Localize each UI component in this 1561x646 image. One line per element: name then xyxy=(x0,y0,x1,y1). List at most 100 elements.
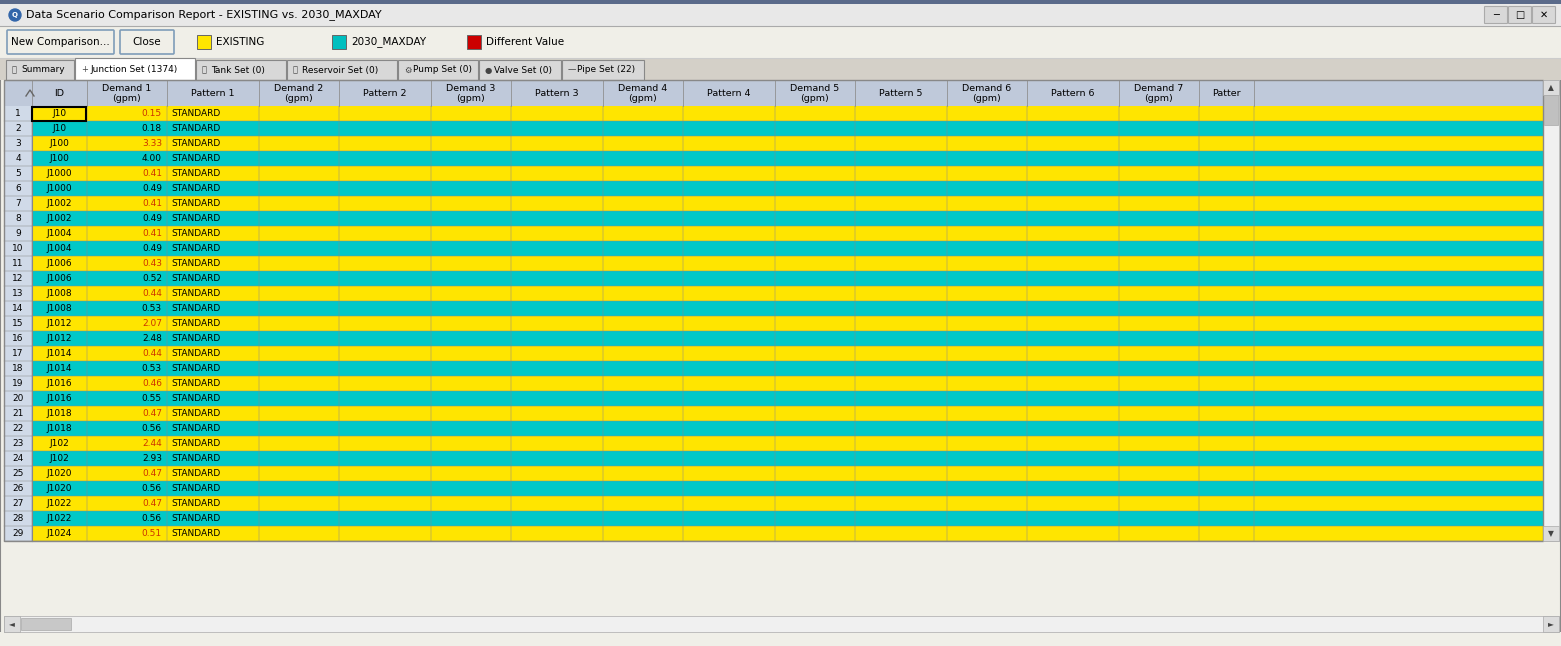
Text: STANDARD: STANDARD xyxy=(172,259,220,268)
Bar xyxy=(31,241,1542,256)
Bar xyxy=(31,151,1542,166)
Text: Pattern 2: Pattern 2 xyxy=(364,89,407,98)
Text: 0.53: 0.53 xyxy=(142,304,162,313)
Text: 0.43: 0.43 xyxy=(142,259,162,268)
Text: 0.56: 0.56 xyxy=(142,514,162,523)
Text: 2: 2 xyxy=(16,124,20,133)
Text: Pattern 1: Pattern 1 xyxy=(192,89,234,98)
Bar xyxy=(5,241,31,256)
Bar xyxy=(5,271,31,286)
Bar xyxy=(31,211,1542,226)
Text: ●: ● xyxy=(485,65,492,74)
Text: 17: 17 xyxy=(12,349,23,358)
Text: STANDARD: STANDARD xyxy=(172,169,220,178)
Text: 29: 29 xyxy=(12,529,23,538)
Text: 13: 13 xyxy=(12,289,23,298)
Text: Pump Set (0): Pump Set (0) xyxy=(414,65,471,74)
Bar xyxy=(31,301,1542,316)
Text: STANDARD: STANDARD xyxy=(172,394,220,403)
Text: Demand 7: Demand 7 xyxy=(1135,84,1183,93)
Text: Demand 5: Demand 5 xyxy=(790,84,840,93)
Text: 💧: 💧 xyxy=(293,65,298,74)
Text: ►: ► xyxy=(1549,620,1553,629)
Text: 18: 18 xyxy=(12,364,23,373)
Text: J1016: J1016 xyxy=(47,379,72,388)
Text: Tank Set (0): Tank Set (0) xyxy=(211,65,265,74)
Bar xyxy=(1542,80,1559,541)
Text: (gpm): (gpm) xyxy=(284,94,314,103)
Text: STANDARD: STANDARD xyxy=(172,409,220,418)
Bar xyxy=(1542,616,1559,632)
Text: STANDARD: STANDARD xyxy=(172,229,220,238)
Bar xyxy=(479,60,560,80)
Text: 16: 16 xyxy=(12,334,23,343)
Text: J1014: J1014 xyxy=(47,364,72,373)
Bar xyxy=(31,196,1542,211)
Bar xyxy=(197,35,211,49)
Text: STANDARD: STANDARD xyxy=(172,424,220,433)
Text: 23: 23 xyxy=(12,439,23,448)
Text: 7: 7 xyxy=(16,199,20,208)
Text: J100: J100 xyxy=(50,154,69,163)
Bar xyxy=(31,106,1542,121)
Bar xyxy=(5,121,31,136)
Text: 2.93: 2.93 xyxy=(142,454,162,463)
Text: J1012: J1012 xyxy=(47,334,72,343)
FancyBboxPatch shape xyxy=(120,30,173,54)
FancyBboxPatch shape xyxy=(1508,6,1531,23)
Text: STANDARD: STANDARD xyxy=(172,199,220,208)
Text: 26: 26 xyxy=(12,484,23,493)
Bar xyxy=(5,106,31,121)
Text: STANDARD: STANDARD xyxy=(172,274,220,283)
Bar xyxy=(31,526,1542,541)
Text: Pattern 4: Pattern 4 xyxy=(707,89,751,98)
Bar xyxy=(5,166,31,181)
Text: 20: 20 xyxy=(12,394,23,403)
Text: 0.49: 0.49 xyxy=(142,244,162,253)
Text: 0.46: 0.46 xyxy=(142,379,162,388)
Text: J1008: J1008 xyxy=(47,304,72,313)
Bar xyxy=(5,391,31,406)
Text: Pattern 5: Pattern 5 xyxy=(879,89,923,98)
Text: STANDARD: STANDARD xyxy=(172,304,220,313)
Bar xyxy=(31,421,1542,436)
Text: 0.56: 0.56 xyxy=(142,484,162,493)
Text: STANDARD: STANDARD xyxy=(172,364,220,373)
Bar xyxy=(197,60,286,80)
Text: 2030_MAXDAY: 2030_MAXDAY xyxy=(351,37,426,47)
Text: STANDARD: STANDARD xyxy=(172,244,220,253)
Text: J10: J10 xyxy=(53,124,67,133)
Text: STANDARD: STANDARD xyxy=(172,439,220,448)
Text: Demand 6: Demand 6 xyxy=(963,84,1012,93)
Text: J1006: J1006 xyxy=(47,259,72,268)
Text: Patter: Patter xyxy=(1213,89,1241,98)
Text: 0.47: 0.47 xyxy=(142,409,162,418)
Text: J1022: J1022 xyxy=(47,514,72,523)
Bar xyxy=(31,361,1542,376)
Text: J1022: J1022 xyxy=(47,499,72,508)
Text: 0.41: 0.41 xyxy=(142,199,162,208)
Text: STANDARD: STANDARD xyxy=(172,154,220,163)
Text: STANDARD: STANDARD xyxy=(172,379,220,388)
Text: 0.53: 0.53 xyxy=(142,364,162,373)
Text: —: — xyxy=(568,65,576,74)
Text: 4.00: 4.00 xyxy=(142,154,162,163)
Text: 5: 5 xyxy=(16,169,20,178)
Text: J1012: J1012 xyxy=(47,319,72,328)
Text: 0.49: 0.49 xyxy=(142,184,162,193)
Bar xyxy=(0,632,1561,646)
Text: STANDARD: STANDARD xyxy=(172,109,220,118)
Text: 0.44: 0.44 xyxy=(142,349,162,358)
Text: STANDARD: STANDARD xyxy=(172,484,220,493)
Text: J1024: J1024 xyxy=(47,529,72,538)
Text: 0.55: 0.55 xyxy=(142,394,162,403)
Text: Data Scenario Comparison Report - EXISTING vs. 2030_MAXDAY: Data Scenario Comparison Report - EXISTI… xyxy=(27,10,381,21)
Text: J1006: J1006 xyxy=(47,274,72,283)
Text: 2.48: 2.48 xyxy=(142,334,162,343)
Text: STANDARD: STANDARD xyxy=(172,184,220,193)
Text: Demand 3: Demand 3 xyxy=(446,84,496,93)
Bar xyxy=(20,618,70,630)
Bar xyxy=(31,316,1542,331)
Bar xyxy=(5,436,31,451)
Text: J1002: J1002 xyxy=(47,199,72,208)
